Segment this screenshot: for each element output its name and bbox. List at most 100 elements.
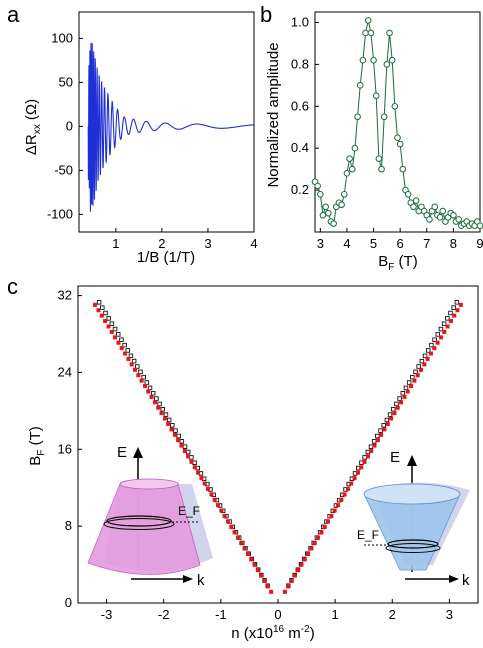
chart-c-series-2-point — [239, 541, 244, 546]
chart-b-xtick-label: 7 — [423, 236, 430, 251]
chart-c-series-2-point — [379, 432, 384, 437]
hole-cone-top — [119, 478, 179, 490]
chart-c-series-2-point — [329, 514, 334, 519]
chart-c-ytick-label: 16 — [58, 441, 72, 456]
chart-a-frame — [78, 11, 255, 233]
chart-c-series-2-point — [202, 481, 207, 486]
chart-c-series-1-point — [128, 353, 134, 359]
chart-c-series-2-point — [229, 524, 234, 529]
chart-c-series-2-point — [309, 546, 314, 551]
chart-b-ytick-label: 0.8 — [291, 56, 309, 71]
chart-c-series-2-point — [452, 313, 457, 318]
chart-c-series-2-point — [359, 465, 364, 470]
chart-c-series-2-point — [428, 351, 433, 356]
chart-b-point — [354, 113, 361, 121]
chart-c-series-2-point — [96, 308, 101, 313]
chart-c-series-2-point — [116, 340, 121, 345]
electron-cone-inset: E E_F k — [357, 449, 470, 589]
chart-a-ylabel: ΔRxx (Ω) — [23, 99, 43, 155]
hole-cone-inset: E E_F k — [87, 444, 213, 589]
chart-b-xtick-label: 8 — [450, 236, 457, 251]
chart-c-series-2-point — [335, 503, 340, 508]
chart-a: 1 2 3 4 -100 -50 0 50 100 1/B (1/T) ΔRxx (Ω) — [23, 11, 258, 266]
chart-b-xlabel-sub: F — [388, 262, 394, 273]
chart-c-series-1-point — [125, 348, 131, 353]
chart-c-series-2-point — [219, 508, 224, 513]
panel-a-label: a — [7, 2, 20, 27]
chart-c-series-1-point — [425, 348, 431, 353]
chart-c-series-1-point — [163, 412, 169, 417]
chart-c-ytick-label: 8 — [65, 518, 72, 533]
chart-c-series-2-point — [189, 459, 194, 464]
chart-a-ytick-label: 100 — [51, 30, 73, 45]
chart-c-series-2-point — [438, 335, 443, 340]
chart-a-xtick-label: 3 — [204, 236, 211, 251]
chart-b-point — [346, 155, 353, 162]
chart-c-series-2-point — [352, 476, 357, 481]
chart-b-point — [359, 56, 367, 64]
chart-a-ytick-label: -50 — [54, 162, 73, 177]
chart-c-series-2-point — [136, 373, 141, 378]
chart-b-point — [396, 140, 404, 148]
chart-c-series-1-point — [365, 449, 371, 455]
chart-b-point — [325, 209, 332, 217]
chart-b-point — [370, 56, 377, 64]
chart-b-point — [372, 92, 380, 100]
chart-a-ytick-label: -100 — [47, 206, 73, 221]
chart-c-series-2-point — [385, 421, 390, 426]
chart-b-point — [348, 165, 356, 173]
chart-c-series-2-point — [265, 584, 270, 589]
chart-c-series-2-point — [289, 578, 294, 583]
chart-c-series-2-point — [362, 459, 367, 464]
chart-c-series-2-point — [186, 454, 191, 459]
chart-b-frame — [314, 11, 481, 233]
chart-b-point — [455, 216, 463, 223]
chart-c-series-2-point — [292, 573, 297, 578]
chart-c-series-2-point — [392, 411, 397, 416]
chart-c-series-1-point — [432, 337, 437, 343]
panel-b-label: b — [260, 2, 272, 27]
chart-c-series-1-point — [375, 433, 380, 439]
chart-c-series-2-point — [169, 427, 174, 432]
chart-c-series-1-point — [166, 417, 172, 423]
chart-b-point — [364, 17, 372, 24]
chart-c-series-1-point — [160, 407, 165, 412]
chart-c-series-1-point — [157, 401, 162, 407]
chart-c-series-1-point — [381, 423, 386, 428]
chart-c-series-1-point — [112, 326, 118, 332]
chart-c-series-2-point — [255, 568, 260, 573]
chart-a-ytick-label: 0 — [66, 118, 73, 133]
chart-c-ytick-label: 0 — [65, 595, 72, 610]
chart-c-series-1-point — [150, 390, 156, 396]
chart-c-series-2-point — [269, 589, 274, 594]
chart-c-xlabel-sup2: -2 — [301, 624, 310, 635]
chart-a-xlabel: 1/B (1/T) — [137, 249, 195, 266]
chart-c-series-2-point — [126, 356, 131, 361]
chart-c-series-2-point — [192, 465, 197, 470]
chart-c-series-2-point — [316, 535, 321, 540]
chart-b-point — [380, 113, 388, 121]
chart-c-series-2-point — [389, 416, 394, 421]
chart-c-series-1-point — [371, 439, 377, 444]
chart-b-point — [322, 203, 329, 211]
chart-c-series-2-point — [176, 438, 181, 443]
chart-b-markers — [311, 17, 483, 230]
chart-b-xtick-label: 6 — [397, 236, 404, 251]
panel-c-label: c — [7, 274, 18, 299]
chart-c-xtick-label: 3 — [446, 607, 453, 622]
chart-c-xtick-label: 1 — [332, 607, 339, 622]
chart-a-ticks: 1 2 3 4 -100 -50 0 50 100 — [47, 30, 258, 251]
chart-c-series-1-point — [422, 353, 428, 359]
chart-c-series-1-point — [96, 300, 102, 305]
chart-c-series-1-point — [115, 332, 121, 337]
chart-c-series-2-point — [342, 492, 347, 497]
chart-b-point — [426, 216, 433, 223]
chart-c-series-2-point — [282, 589, 287, 594]
chart-c-series-2-point — [182, 449, 187, 454]
chart-c-series-1-point — [400, 390, 406, 396]
chart-b-series-line — [314, 20, 481, 227]
chart-b-point — [436, 214, 444, 221]
chart-c-series-1-point — [176, 433, 181, 439]
chart-c-series-2-point — [216, 503, 221, 508]
chart-c-xtick-label: 0 — [274, 607, 281, 622]
